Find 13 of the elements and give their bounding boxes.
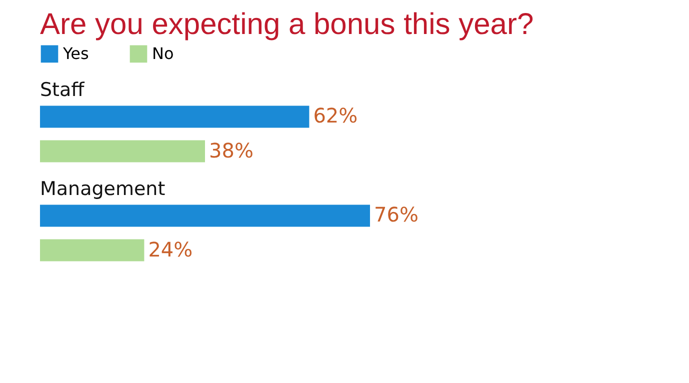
bar	[40, 140, 205, 162]
data-label: 38%	[209, 138, 254, 162]
legend-label: No	[152, 44, 174, 63]
bar	[40, 106, 310, 128]
legend-label: Yes	[62, 44, 89, 63]
data-label: 76%	[374, 202, 418, 227]
y-tick-label: Management	[40, 178, 166, 200]
chart-title: Are you expecting a bonus this year?	[40, 8, 534, 41]
bar	[40, 204, 370, 227]
data-label: 62%	[313, 104, 358, 128]
bar	[40, 239, 144, 262]
y-tick-label: Staff	[40, 79, 86, 101]
data-label: 24%	[148, 237, 193, 262]
